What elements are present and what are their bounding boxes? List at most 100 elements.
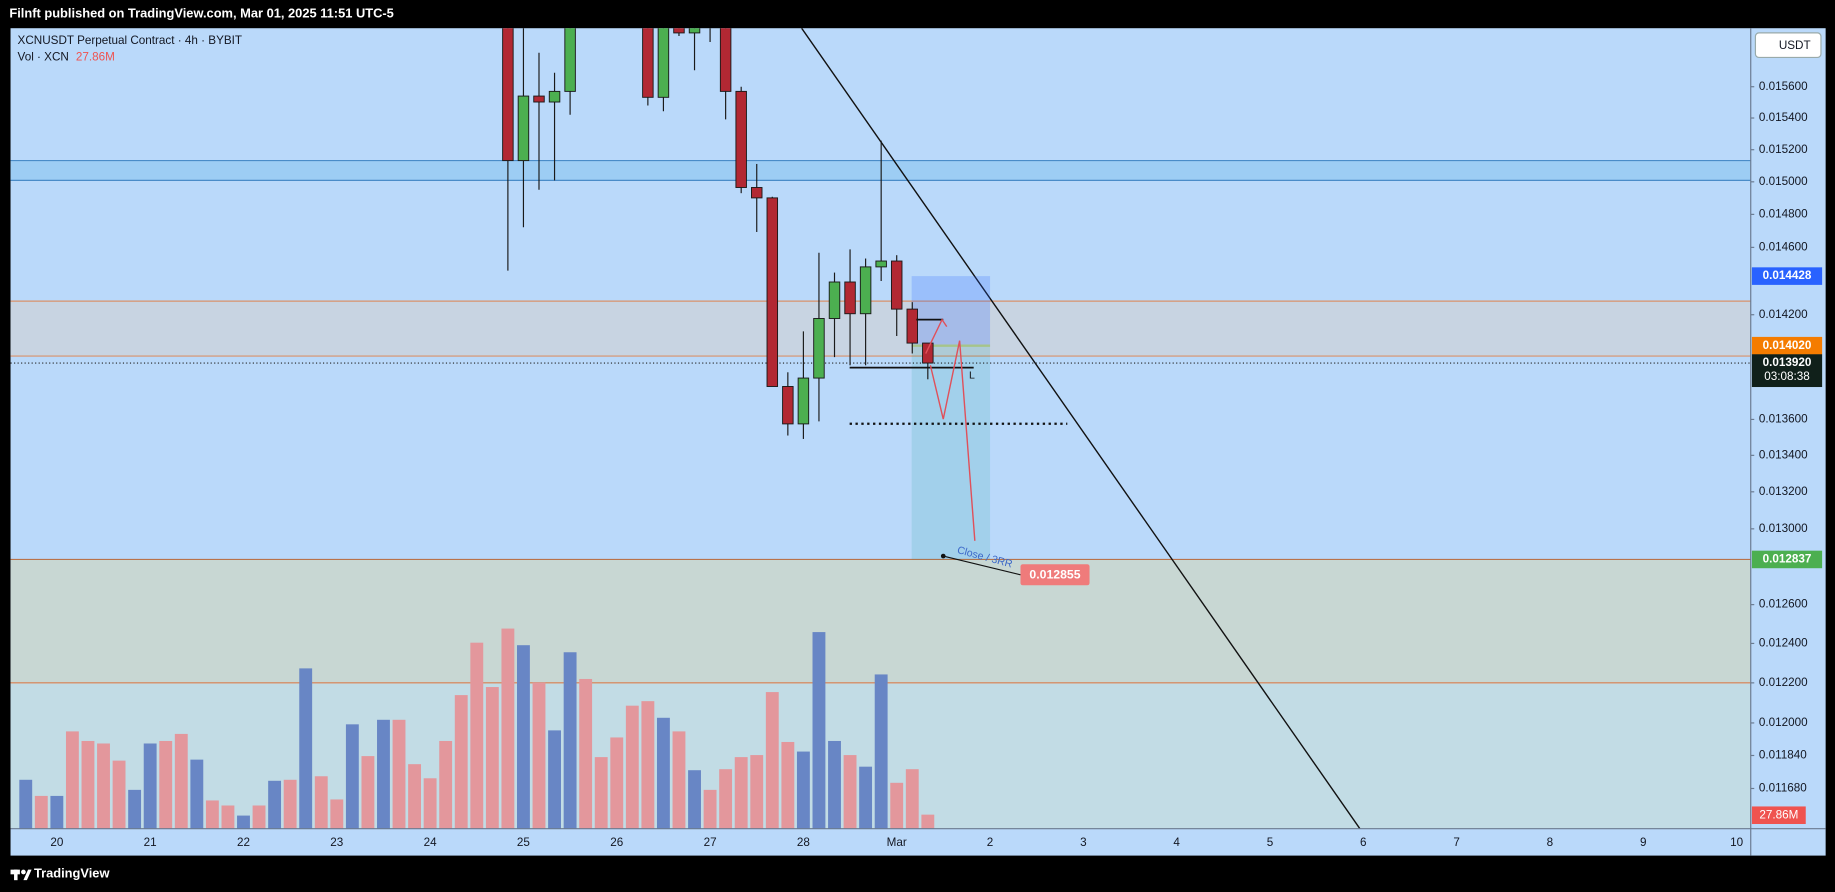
candle-body <box>642 28 654 98</box>
volume-bar <box>19 779 33 829</box>
volume-bar <box>765 692 779 829</box>
volume-bar <box>283 779 297 829</box>
volume-bar <box>828 740 841 829</box>
volume-bar <box>174 733 188 829</box>
volume-bar <box>252 805 266 829</box>
volume-bar <box>345 724 359 829</box>
candle-body <box>517 95 530 162</box>
x-tick-label: 7 <box>1453 836 1460 849</box>
volume-bar <box>859 766 873 829</box>
volume-bar <box>579 678 593 829</box>
volume-bar <box>314 776 328 829</box>
candle-body <box>673 28 685 34</box>
candle-body <box>688 28 701 34</box>
price-box <box>1751 336 1823 355</box>
volume-bar <box>610 737 624 829</box>
volume-bar <box>128 789 142 829</box>
currency[interactable]: USDT <box>1779 39 1811 52</box>
x-tick-label: 27 <box>704 836 717 849</box>
volume-bar <box>97 743 110 829</box>
volume-box <box>1751 806 1806 825</box>
volume-bar <box>454 695 468 829</box>
volume-bar <box>143 743 157 829</box>
candle-body <box>751 187 763 199</box>
volume-bar <box>501 628 515 829</box>
volume-bar <box>50 795 64 829</box>
legend-volume: Vol · XCN 27.86M <box>18 51 115 64</box>
drawing-label: L <box>969 370 975 382</box>
x-tick-label: Mar <box>887 836 907 849</box>
volume-bar <box>625 705 639 829</box>
y-tick-label: 0.015400 <box>1759 111 1808 124</box>
x-tick-label: 21 <box>144 836 157 849</box>
volume-bar <box>81 740 95 829</box>
brand-logo <box>10 869 32 881</box>
x-tick-label: 10 <box>1730 836 1743 849</box>
volume-bar <box>672 731 686 829</box>
volume-bar <box>781 741 795 829</box>
published-line: Filnft published on TradingView.com, Mar… <box>9 6 393 21</box>
volume-last: 27.86M <box>76 51 115 64</box>
candle-body <box>502 28 514 162</box>
volume-bar <box>532 682 546 829</box>
volume-bar <box>392 719 406 829</box>
y-tick-label: 0.014200 <box>1759 308 1808 321</box>
volume-bar <box>548 730 561 829</box>
path-arrow <box>925 318 948 354</box>
price-box <box>1751 550 1823 569</box>
candle-body <box>828 281 841 319</box>
x-tick-label: 8 <box>1547 836 1554 849</box>
volume-bar <box>237 815 250 829</box>
x-tick-label: 9 <box>1640 836 1647 849</box>
candle-body <box>533 95 545 103</box>
y-tick-label: 0.012600 <box>1759 598 1808 611</box>
x-tick-label: 4 <box>1173 836 1180 849</box>
volume-bar <box>221 805 235 829</box>
price-box <box>1751 354 1823 388</box>
brand: TradingView <box>34 866 111 881</box>
volume-bar <box>874 674 888 829</box>
volume-bar <box>159 740 173 829</box>
y-tick-label: 0.014600 <box>1759 240 1808 253</box>
y-tick-label: 0.015200 <box>1759 143 1808 156</box>
volume-bar <box>34 795 48 829</box>
price-box-label: 0.014428 <box>1763 269 1812 282</box>
y-tick-label: 0.011840 <box>1759 749 1807 762</box>
callout-dot <box>940 553 946 559</box>
y-tick-label: 0.013600 <box>1759 413 1808 426</box>
candle-body <box>859 266 872 315</box>
candle-body <box>844 281 856 315</box>
zone <box>10 559 1751 683</box>
volume-bar <box>563 652 577 829</box>
y-tick-label: 0.013000 <box>1759 522 1808 535</box>
time-axis: 20 21 22 23 24 25 26 27 28 Mar 2 3 4 5 6 7 8 9 10 <box>50 836 1743 849</box>
volume-bar <box>688 770 701 829</box>
volume-bar <box>656 717 670 829</box>
price-box-label: 0.014020 <box>1763 339 1812 352</box>
callout-line <box>943 555 1021 576</box>
volume-bar <box>719 769 733 829</box>
y-tick-label: 0.012200 <box>1759 676 1808 689</box>
volume-bar <box>703 789 717 829</box>
candle-body <box>564 28 576 92</box>
currency-box[interactable] <box>1754 32 1822 59</box>
price-box-label: 0.012837 <box>1763 553 1812 566</box>
countdown: 03:08:38 <box>1764 370 1810 383</box>
volume-bar <box>890 782 904 829</box>
candle-body <box>766 197 779 387</box>
volume-bar <box>361 756 375 829</box>
candle-body <box>735 90 747 188</box>
price-box <box>1751 267 1823 285</box>
volume-bar <box>843 755 857 829</box>
volume-bar <box>905 769 919 829</box>
y-tick-label: 0.014800 <box>1759 207 1808 220</box>
zone <box>10 301 1751 357</box>
y-tick-label: 0.015600 <box>1759 80 1808 93</box>
y-tick-label: 0.013400 <box>1759 448 1808 461</box>
volume-bar <box>734 757 748 829</box>
volume-bar <box>330 799 344 829</box>
volume-bar <box>112 760 126 829</box>
x-tick-label: 5 <box>1267 836 1274 849</box>
volume-bar <box>594 757 608 829</box>
